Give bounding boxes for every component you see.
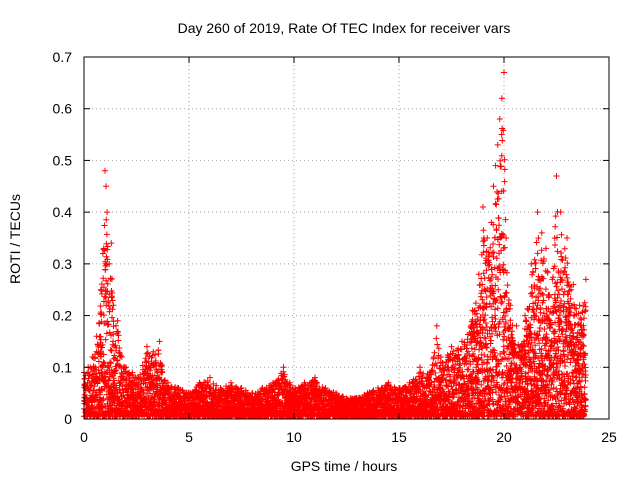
x-axis-label: GPS time / hours	[291, 458, 398, 474]
roti-point	[129, 369, 136, 376]
y-tick-label: 0.5	[53, 152, 73, 168]
roti-point	[459, 338, 465, 345]
roti-point	[406, 379, 413, 386]
roti-point	[259, 384, 266, 391]
roti-point	[564, 235, 570, 241]
roti-point	[156, 338, 163, 345]
roti-point	[557, 209, 564, 216]
roti-point	[114, 317, 121, 324]
y-axis-ticks: 0 0.1 0.2 0.3 0.4 0.5 0.6 0.7	[53, 49, 609, 427]
roti-point	[496, 116, 503, 123]
roti-point	[207, 374, 213, 381]
chart-title: Day 260 of 2019, Rate Of TEC Index for r…	[178, 20, 511, 36]
x-tick-label: 10	[286, 429, 302, 445]
roti-point	[582, 276, 589, 283]
roti-point	[123, 364, 129, 371]
roti-point	[503, 235, 510, 241]
roti-point	[270, 379, 276, 386]
roti-point	[364, 390, 371, 397]
roti-point	[106, 260, 113, 267]
roti-point	[494, 141, 501, 148]
roti-point	[488, 219, 495, 226]
roti-point	[150, 348, 157, 355]
roti-point	[103, 183, 110, 190]
roti-point	[238, 384, 245, 391]
roti-point	[385, 379, 392, 386]
roti-point	[538, 229, 545, 236]
roti-point	[104, 209, 111, 216]
roti-point	[543, 245, 549, 252]
roti-point	[89, 353, 96, 360]
roti-point	[433, 322, 440, 329]
roti-point	[484, 235, 491, 241]
roti-point	[354, 395, 360, 402]
roti-point	[507, 302, 514, 309]
x-axis-ticks: 0 5 10 15 20 25	[80, 57, 617, 445]
y-tick-label: 0.4	[53, 204, 73, 220]
roti-point	[498, 95, 505, 102]
roti-point	[118, 353, 125, 360]
roti-point	[528, 260, 535, 267]
roti-point	[102, 167, 108, 174]
roti-point	[110, 302, 117, 309]
roti-point	[135, 374, 142, 381]
roti-point	[286, 379, 293, 386]
roti-point	[475, 271, 482, 278]
y-tick-label: 0.3	[53, 256, 73, 272]
roti-point	[570, 281, 577, 288]
roti-point	[396, 384, 402, 391]
roti-point	[549, 276, 556, 283]
roti-point	[97, 286, 104, 293]
roti-point-cloud	[81, 125, 589, 420]
roti-point	[301, 379, 308, 386]
roti-point	[99, 250, 106, 257]
x-tick-label: 5	[185, 429, 193, 445]
roti-point	[534, 209, 541, 216]
roti-point	[280, 364, 287, 371]
roti-point	[490, 183, 497, 190]
x-tick-label: 15	[391, 429, 407, 445]
roti-point	[553, 172, 560, 179]
roti-point	[469, 307, 476, 314]
y-axis-label: ROTI / TECUs	[7, 194, 23, 284]
roti-point	[438, 353, 444, 360]
roti-point	[186, 390, 192, 397]
roti-point	[165, 379, 171, 386]
roti-point	[375, 384, 381, 391]
roti-point	[343, 395, 350, 402]
x-tick-label: 20	[496, 429, 512, 445]
roti-point	[312, 374, 318, 381]
roti-point	[480, 203, 486, 210]
y-tick-label: 0.2	[53, 308, 73, 324]
roti-point	[249, 390, 255, 397]
roti-point	[417, 364, 423, 371]
y-tick-label: 0.6	[53, 101, 73, 117]
roti-point	[333, 390, 339, 397]
y-tick-label: 0.1	[53, 359, 73, 375]
y-tick-label: 0	[64, 411, 72, 427]
roti-point	[427, 369, 434, 376]
roti-point	[196, 379, 203, 386]
roti-point	[448, 343, 455, 350]
roti-point	[492, 162, 499, 169]
roti-point	[322, 384, 329, 391]
x-tick-label: 0	[80, 429, 88, 445]
roti-point	[108, 240, 115, 247]
roti-point	[228, 379, 234, 386]
data-points	[81, 69, 589, 420]
roti-point	[522, 312, 528, 319]
y-tick-label: 0.7	[53, 49, 73, 65]
roti-point	[217, 384, 224, 391]
x-tick-label: 25	[601, 429, 617, 445]
roti-point	[501, 69, 507, 76]
roti-point	[144, 343, 150, 350]
roti-point	[513, 322, 520, 329]
plot-frame	[83, 56, 610, 420]
roti-point	[93, 333, 100, 340]
roti-point	[576, 302, 583, 309]
roti-point	[291, 384, 297, 391]
roti-point	[175, 384, 182, 391]
